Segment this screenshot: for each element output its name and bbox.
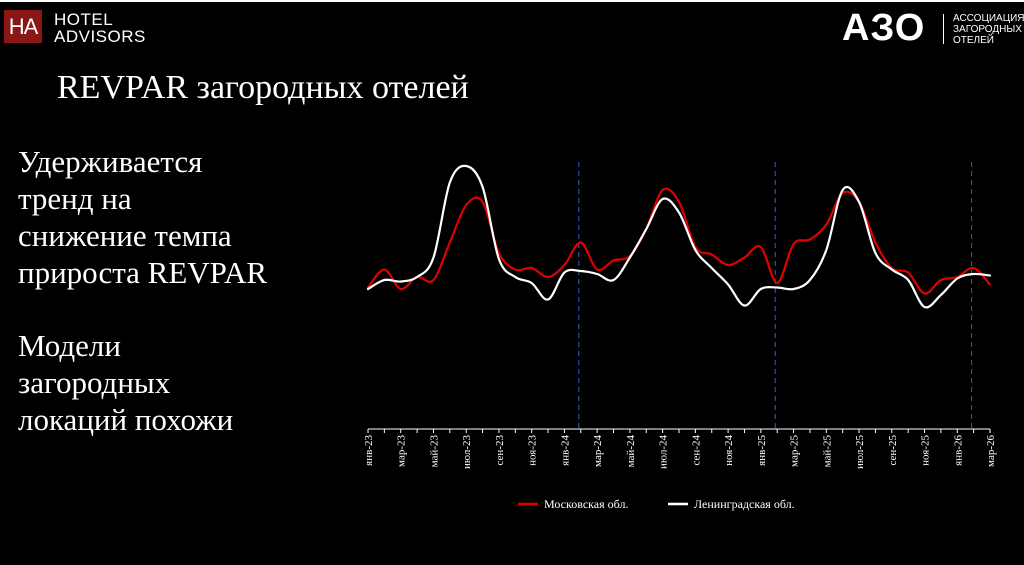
x-tick-label: июл-24 — [658, 435, 670, 469]
azo-subtitle: АССОЦИАЦИЯ ЗАГОРОДНЫХ ОТЕЛЕЙ — [953, 13, 1024, 46]
azo-divider — [943, 14, 944, 44]
azo-sub-line-1: АССОЦИАЦИЯ — [953, 13, 1024, 24]
x-tick-label: июл-25 — [854, 435, 866, 469]
x-tick-label: янв-25 — [756, 435, 768, 466]
x-tick-label: янв-24 — [559, 435, 571, 466]
bullet-line: прироста REVPAR — [18, 255, 268, 290]
slide-title: REVPAR загородных отелей — [57, 69, 469, 106]
x-tick-label: ноя-24 — [723, 435, 735, 466]
azo-sub-line-2: ЗАГОРОДНЫХ — [953, 24, 1022, 35]
azo-logo: АЗО — [842, 7, 926, 49]
brand-line-2: ADVISORS — [54, 27, 146, 46]
legend-label: Московская обл. — [544, 497, 628, 511]
x-tick-label: сен-23 — [494, 435, 506, 466]
x-tick-label: ноя-23 — [527, 435, 539, 466]
series-line-leningrad — [366, 164, 992, 309]
x-tick-label: янв-26 — [952, 435, 964, 466]
x-tick-label: май-23 — [428, 435, 440, 468]
top-border — [0, 0, 1024, 2]
series-line-moscow — [366, 187, 992, 295]
bullet-models: Модели загородных локаций похожи — [18, 327, 233, 438]
x-tick-label: мар-23 — [396, 435, 408, 467]
bullet-line: загородных — [18, 365, 171, 400]
x-tick-label: мар-25 — [789, 435, 801, 467]
x-tick-label: мар-24 — [592, 435, 604, 467]
hotel-advisors-logo-icon: HA — [4, 10, 42, 43]
x-tick-label: сен-24 — [690, 435, 702, 466]
bullet-line: локаций похожи — [18, 402, 234, 437]
azo-sub-line-3: ОТЕЛЕЙ — [953, 35, 994, 46]
bullet-trend: Удерживается тренд на снижение темпа при… — [18, 143, 267, 291]
ha-logo-text: HA — [8, 13, 39, 39]
x-tick-label: янв-23 — [363, 435, 375, 466]
x-tick-label: июл-23 — [461, 435, 473, 469]
brand-line-1: HOTEL — [54, 10, 114, 29]
bullet-line: тренд на — [18, 181, 132, 216]
bullet-line: Модели — [18, 328, 121, 363]
x-tick-label: мар-26 — [985, 435, 997, 467]
x-tick-label: май-24 — [625, 435, 637, 468]
x-tick-label: май-25 — [821, 435, 833, 468]
bullet-line: снижение темпа — [18, 218, 232, 253]
x-tick-label: ноя-25 — [920, 435, 932, 466]
legend-label: Ленинградская обл. — [694, 497, 795, 511]
bullet-line: Удерживается — [18, 144, 203, 179]
x-tick-label: сен-25 — [887, 435, 899, 466]
hotel-advisors-brand: HOTEL ADVISORS — [54, 11, 146, 45]
